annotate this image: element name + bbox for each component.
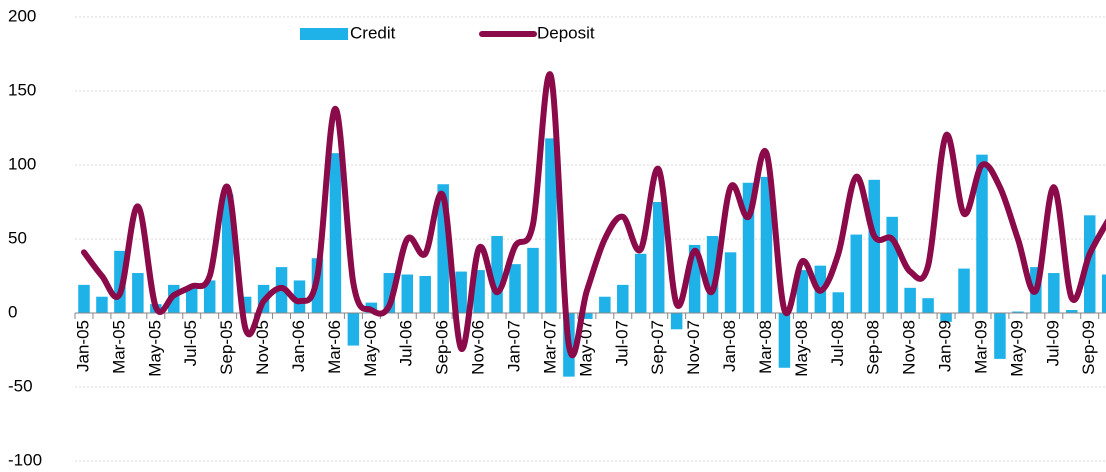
bar — [509, 264, 521, 313]
bar — [185, 287, 198, 313]
bar — [347, 313, 360, 346]
x-tick-label: May-08 — [792, 320, 811, 377]
bar — [527, 247, 539, 313]
x-tick-label: Nov-06 — [469, 320, 488, 375]
bar — [868, 179, 880, 313]
x-tick-label: Mar-08 — [756, 320, 775, 374]
bar — [688, 244, 701, 313]
bar — [401, 274, 414, 313]
y-tick-label: 100 — [8, 154, 36, 173]
x-tick-label: May-09 — [1007, 320, 1026, 377]
bar — [778, 313, 791, 368]
x-tick-label: Jul-07 — [612, 320, 631, 366]
x-tick-label: Jan-05 — [73, 320, 92, 372]
bar — [994, 313, 1006, 359]
bar — [239, 296, 252, 313]
bar — [1066, 310, 1078, 313]
bar — [329, 153, 342, 313]
bar — [742, 182, 755, 313]
bar — [455, 271, 467, 313]
bar — [1083, 215, 1096, 313]
x-tick-label: Jan-07 — [505, 320, 524, 372]
x-tick-label: Sep-09 — [1079, 320, 1098, 375]
x-tick-label: Jan-08 — [720, 320, 739, 372]
y-tick-label: 150 — [8, 80, 36, 99]
bar — [617, 284, 629, 313]
bar — [724, 252, 737, 313]
x-tick-label: Jul-06 — [397, 320, 416, 366]
bar — [634, 253, 647, 313]
x-tick-label: Sep-07 — [648, 320, 667, 375]
bar — [419, 276, 431, 313]
bar — [545, 138, 557, 313]
bar — [473, 270, 485, 313]
bar — [796, 270, 809, 313]
bar — [886, 216, 898, 313]
bar — [706, 236, 719, 313]
bar — [652, 202, 665, 313]
x-tick-label: Mar-06 — [325, 320, 344, 374]
x-tick-label: Sep-05 — [217, 320, 236, 375]
x-tick-label: Mar-09 — [971, 320, 990, 374]
y-tick-label: -50 — [8, 376, 33, 395]
x-tick-label: Jan-06 — [289, 320, 308, 372]
bar — [114, 250, 126, 313]
x-tick-label: Mar-07 — [540, 320, 559, 374]
x-tick-label: Mar-05 — [109, 320, 128, 374]
y-tick-label: -100 — [8, 450, 42, 469]
bar — [491, 236, 503, 313]
x-tick-label: Sep-08 — [864, 320, 883, 375]
bar — [940, 313, 952, 322]
bar — [1048, 273, 1060, 313]
bar — [78, 284, 90, 313]
line — [80, 71, 1106, 359]
legend-swatch — [300, 28, 348, 40]
bar — [1101, 274, 1106, 313]
bar — [599, 296, 611, 313]
bar — [976, 154, 988, 313]
legend-label: Credit — [350, 23, 396, 42]
bar — [850, 234, 863, 313]
bar — [96, 296, 108, 313]
bar — [293, 280, 306, 313]
bar — [203, 280, 216, 313]
bar — [670, 313, 683, 330]
bar — [221, 194, 234, 313]
bar — [383, 273, 396, 313]
bar — [958, 268, 970, 313]
bar — [437, 184, 449, 313]
x-tick-label: Nov-05 — [253, 320, 272, 375]
bar — [922, 298, 934, 313]
x-tick-label: May-06 — [361, 320, 380, 377]
bar — [132, 273, 144, 313]
x-tick-label: Jul-08 — [828, 320, 847, 366]
x-tick-label: Sep-06 — [433, 320, 452, 375]
bar — [760, 176, 773, 313]
x-tick-label: Jan-09 — [936, 320, 955, 372]
y-tick-label: 50 — [8, 228, 27, 247]
y-tick-label: 200 — [8, 6, 36, 25]
legend-label: Deposit — [537, 23, 595, 42]
bar — [1012, 311, 1024, 313]
x-tick-label: Jul-05 — [181, 320, 200, 366]
bar — [581, 313, 593, 319]
bar — [832, 292, 845, 313]
x-tick-label: Nov-08 — [900, 320, 919, 375]
x-tick-label: Jul-09 — [1043, 320, 1062, 366]
x-tick-label: Nov-07 — [684, 320, 703, 375]
x-tick-label: May-05 — [145, 320, 164, 377]
bar — [904, 287, 916, 313]
y-tick-label: 0 — [8, 302, 17, 321]
